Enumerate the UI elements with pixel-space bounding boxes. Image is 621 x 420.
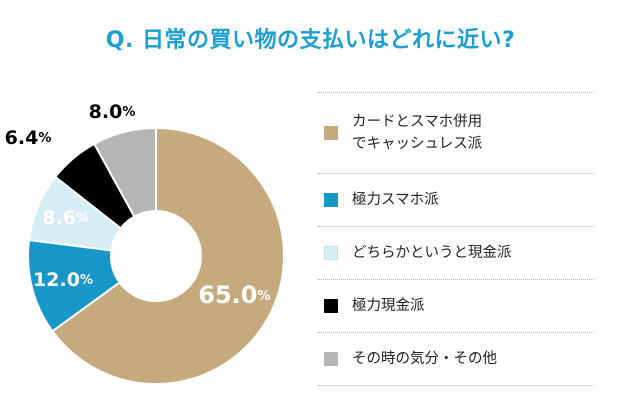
legend-item-mood-other: その時の気分・その他 <box>318 333 594 386</box>
value-label-mood-other: 8.0% <box>89 101 136 123</box>
legend-label: 極力スマホ派 <box>352 192 439 208</box>
slice-mood-other <box>92 126 157 218</box>
legend-label: どちらかというと現金派 <box>352 245 512 261</box>
donut-chart: 65.0% 12.0% 8.6% 6.4% 8.0% <box>5 101 285 385</box>
legend-item-cash: 極力現金派 <box>318 280 594 333</box>
donut-slices <box>27 126 285 385</box>
chart-legend: カードとスマホ併用 でキャッシュレス派 極力スマホ派 どちらかというと現金派 極… <box>318 92 594 386</box>
legend-label: カードとスマホ併用 でキャッシュレス派 <box>352 114 483 152</box>
donut-value-labels: 65.0% 12.0% 8.6% 6.4% 8.0% <box>5 101 271 309</box>
legend-swatch <box>324 299 338 313</box>
value-label-card-and-smartphone: 65.0% <box>198 281 270 309</box>
chart-title: Q. 日常の買い物の支払いはどれに近い? <box>105 28 516 53</box>
value-label-rather-cash: 8.6% <box>42 207 89 229</box>
legend-item-card-and-smartphone: カードとスマホ併用 でキャッシュレス派 <box>318 93 594 174</box>
value-label-cash: 6.4% <box>5 127 52 149</box>
legend-item-smartphone: 極力スマホ派 <box>318 174 594 227</box>
legend-label: 極力現金派 <box>352 298 425 314</box>
legend-item-rather-cash: どちらかというと現金派 <box>318 227 594 280</box>
slice-card-and-smartphone <box>51 126 285 385</box>
legend-swatch <box>324 126 338 140</box>
legend-swatch <box>324 193 338 207</box>
legend-label: その時の気分・その他 <box>352 351 497 367</box>
value-label-smartphone: 12.0% <box>33 268 93 290</box>
legend-swatch <box>324 352 338 366</box>
legend-swatch <box>324 246 338 260</box>
